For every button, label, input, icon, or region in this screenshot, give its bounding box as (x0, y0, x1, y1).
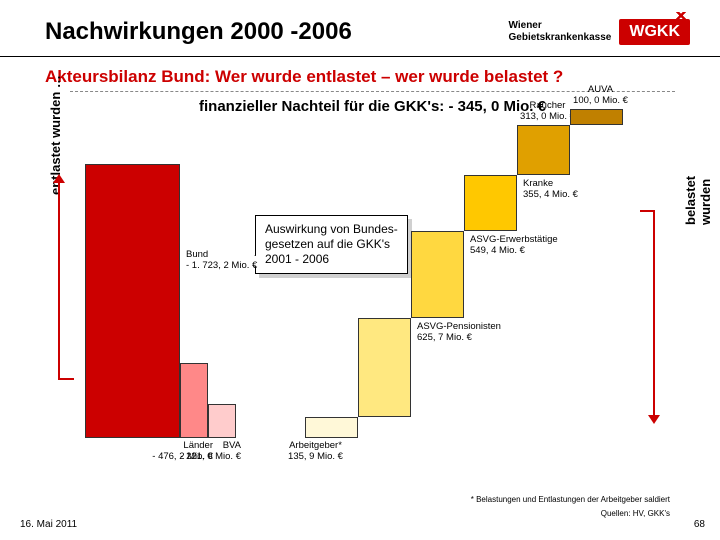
bar-right-label-2: ASVG-Erwerbstätige549, 4 Mio. € (470, 235, 580, 257)
arrow-right-base (640, 210, 655, 212)
arrow-left (58, 180, 60, 378)
footer-date: 16. Mai 2011 (20, 519, 77, 530)
bar-label-bund: Bund- 1. 723, 2 Mio. € (186, 250, 266, 272)
callout-l3: 2001 - 2006 (265, 252, 398, 267)
arrow-left-base (58, 378, 74, 380)
logo: WGKK (619, 19, 690, 45)
page-number: 68 (694, 519, 705, 530)
arrow-right (653, 210, 655, 418)
bar-länder (180, 363, 208, 438)
footer-footnote: * Belastungen und Entlastungen der Arbei… (471, 495, 670, 504)
bar-bva (208, 404, 236, 438)
waterfall-chart: Auswirkung von Bundes- gesetzen auf die … (0, 180, 720, 470)
bar-right-label-0: Arbeitgeber*135, 9 Mio. € (269, 441, 362, 463)
bar-right-label-5: AUVA100, 0 Mio. € (560, 85, 641, 107)
callout-l1: Auswirkung von Bundes- (265, 222, 398, 237)
brand-line2: Gebietskrankenkasse (509, 32, 612, 44)
bar-right-label-1: ASVG-Pensionisten625, 7 Mio. € (417, 322, 527, 344)
brand: Wiener Gebietskrankenkasse WGKK (509, 19, 691, 45)
arrow-right-head (648, 415, 660, 424)
bar-right-0 (305, 417, 358, 438)
bar-label-bva: BVA- 221, 0 Mio. € (148, 441, 241, 463)
footer-source: Quellen: HV, GKK's (601, 509, 670, 518)
bar-right-2 (411, 231, 464, 318)
callout-l2: gesetzen auf die GKK's (265, 237, 398, 252)
bar-right-1 (358, 318, 411, 417)
brand-line1: Wiener (509, 20, 612, 32)
bar-right-4 (517, 125, 570, 175)
bar-right-3 (464, 175, 517, 231)
bar-right-label-3: Kranke355, 4 Mio. € (523, 179, 633, 201)
arrow-left-head (53, 174, 65, 183)
bar-right-5 (570, 109, 623, 125)
callout: Auswirkung von Bundes- gesetzen auf die … (255, 215, 408, 274)
page-title: Nachwirkungen 2000 -2006 (45, 18, 352, 46)
bar-bund (85, 164, 180, 438)
